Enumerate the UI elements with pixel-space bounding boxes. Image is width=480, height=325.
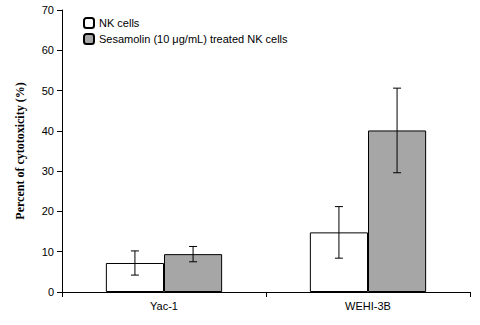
svg-text:WEHI-3B: WEHI-3B: [345, 300, 391, 312]
svg-text:Percent of cytotoxicity (%): Percent of cytotoxicity (%): [13, 82, 27, 219]
svg-text:Yac-1: Yac-1: [150, 300, 178, 312]
svg-text:50: 50: [42, 85, 54, 97]
svg-text:70: 70: [42, 4, 54, 16]
svg-text:0: 0: [48, 286, 54, 298]
svg-text:Sesamolin (10 μg/mL) treated N: Sesamolin (10 μg/mL) treated NK cells: [99, 33, 288, 45]
svg-text:60: 60: [42, 44, 54, 56]
svg-text:NK cells: NK cells: [99, 17, 140, 29]
svg-text:30: 30: [42, 165, 54, 177]
svg-text:40: 40: [42, 125, 54, 137]
svg-text:20: 20: [42, 205, 54, 217]
svg-text:10: 10: [42, 246, 54, 258]
